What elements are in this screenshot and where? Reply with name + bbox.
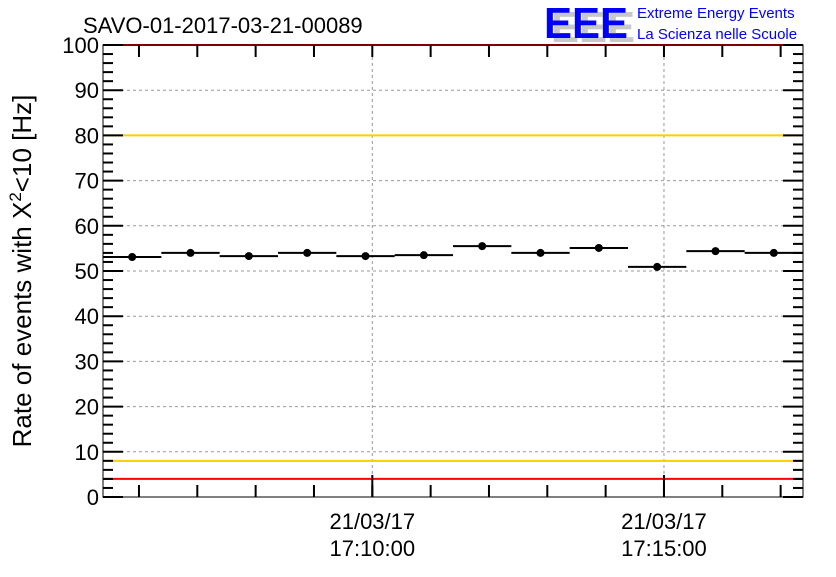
axis-ticks — [103, 44, 803, 498]
y-tick-label: 40 — [75, 304, 99, 329]
data-point — [478, 242, 487, 251]
y-tick-label: 70 — [75, 169, 99, 194]
data-point — [536, 248, 545, 257]
data-point — [186, 248, 195, 257]
logo-mark: EEE — [544, 0, 628, 48]
data-point — [244, 252, 253, 261]
x-tick-date-label: 21/03/17 — [621, 509, 707, 534]
data-point — [653, 262, 662, 271]
chart-title: SAVO-01-2017-03-21-00089 — [83, 13, 363, 38]
grid — [103, 45, 803, 497]
y-tick-label: 90 — [75, 78, 99, 103]
logo-line1: Extreme Energy Events — [637, 5, 795, 22]
data-point — [128, 252, 137, 261]
data-point — [769, 248, 778, 257]
data-point — [361, 252, 370, 261]
y-tick-label: 10 — [75, 440, 99, 465]
logo-line2: La Scienza nelle Scuole — [637, 26, 797, 43]
data-point — [419, 251, 428, 260]
y-tick-label: 100 — [62, 33, 99, 58]
y-tick-label: 30 — [75, 349, 99, 374]
tick-labels: 010203040506070809010021/03/1717:10:0021… — [62, 33, 707, 561]
y-tick-label: 20 — [75, 395, 99, 420]
eee-logo: EEE Extreme Energy Events La Scienza nel… — [544, 0, 797, 48]
data-points — [103, 242, 803, 271]
data-point — [711, 247, 720, 256]
data-point — [594, 243, 603, 252]
plot-frame — [102, 44, 804, 498]
y-axis-label: Rate of events with X2<10 [Hz] — [6, 95, 37, 448]
x-tick-time-label: 17:15:00 — [621, 536, 707, 561]
reference-lines — [103, 44, 803, 480]
x-tick-date-label: 21/03/17 — [329, 509, 415, 534]
y-tick-label: 0 — [87, 485, 99, 510]
y-tick-label: 50 — [75, 259, 99, 284]
y-tick-label: 60 — [75, 214, 99, 239]
data-point — [303, 248, 312, 257]
y-tick-label: 80 — [75, 123, 99, 148]
x-tick-time-label: 17:10:00 — [329, 536, 415, 561]
